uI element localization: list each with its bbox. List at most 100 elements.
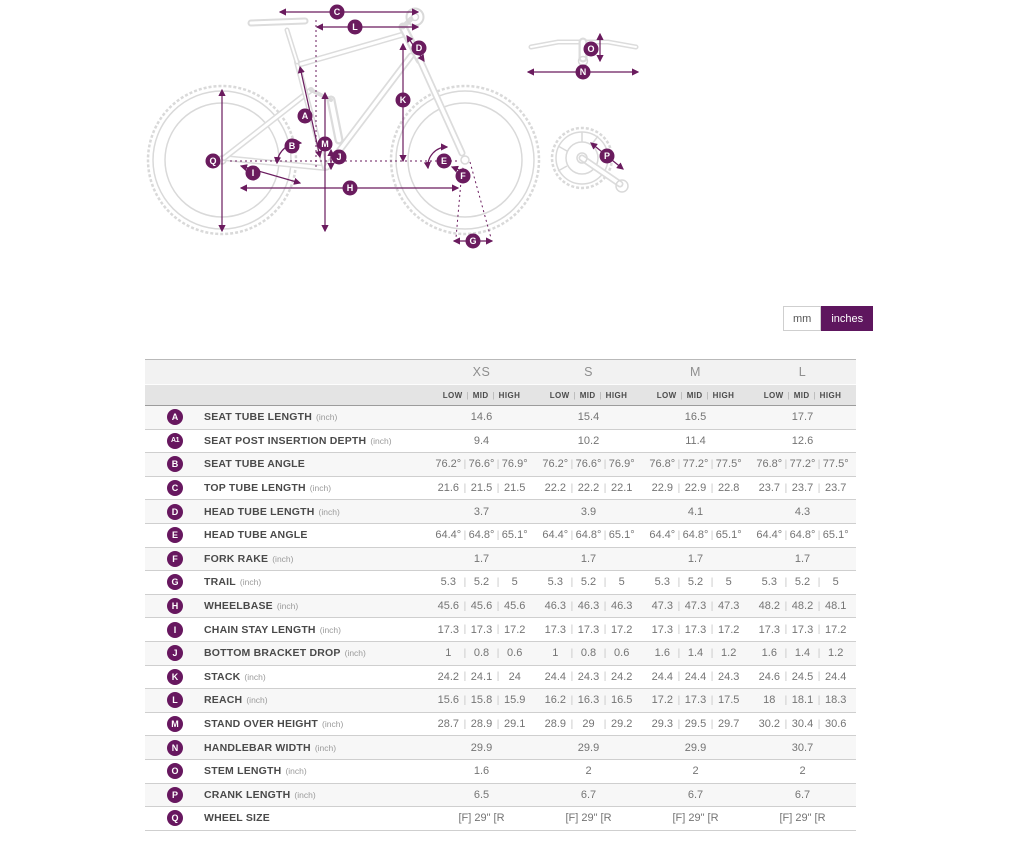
row-unit: (inch) bbox=[244, 671, 266, 682]
value: 64.8° bbox=[789, 529, 816, 542]
value-cell: 17.2 | 17.3 | 17.5 bbox=[642, 689, 749, 712]
table-position-subheader-row: LOW | MID | HIGH LOW | MID | HIGH LOW | MID | HIGH LOW |… bbox=[145, 384, 856, 406]
value-cell: 76.2° | 76.6° | 76.9° bbox=[535, 453, 642, 476]
value: 22.9 bbox=[651, 482, 673, 495]
value: 29.9 bbox=[470, 741, 493, 754]
separator: | bbox=[677, 600, 681, 612]
diagram-badge-p: P bbox=[599, 148, 615, 164]
value: 5.2 bbox=[687, 576, 704, 589]
value-cell: 2 bbox=[642, 760, 749, 783]
value: 76.9° bbox=[501, 458, 528, 471]
value: 16.5 bbox=[610, 694, 633, 707]
value: 5.2 bbox=[473, 576, 490, 589]
table-row-g: G TRAIL (inch) 5.3 | 5.2 | 5 5.3 | 5.2 | 5 5.3 | 5.2 | 5 5… bbox=[145, 571, 856, 595]
value-cell: 17.7 bbox=[749, 406, 856, 429]
separator: | bbox=[603, 576, 607, 588]
value-cell: 21.6 | 21.5 | 21.5 bbox=[428, 477, 535, 500]
separator: | bbox=[463, 482, 467, 494]
diagram-badge-d: D bbox=[411, 40, 427, 56]
table-size-header-row: XS S M L bbox=[145, 360, 856, 384]
row-unit: (inch) bbox=[246, 695, 268, 706]
value: 2 bbox=[692, 765, 699, 778]
table-row-f: F FORK RAKE (inch) 1.7 1.7 1.7 1.7 bbox=[145, 547, 856, 572]
separator: | bbox=[463, 647, 467, 659]
value: 28.9 bbox=[470, 718, 493, 731]
value: 64.4° bbox=[435, 529, 462, 542]
row-badge: N bbox=[167, 739, 183, 756]
value-cell: 17.3 | 17.3 | 17.2 bbox=[535, 618, 642, 641]
row-label: CRANK LENGTH bbox=[204, 788, 291, 801]
separator: | bbox=[817, 671, 821, 683]
value-cell: 30.7 bbox=[749, 736, 856, 759]
value-cell: 24.4 | 24.3 | 24.2 bbox=[535, 666, 642, 689]
separator: | bbox=[492, 390, 495, 400]
value: 29.9 bbox=[684, 741, 707, 754]
row-label-cell: A1 SEAT POST INSERTION DEPTH (inch) bbox=[145, 430, 428, 453]
subheader-label: MID bbox=[579, 390, 596, 400]
separator: | bbox=[710, 576, 714, 588]
diagram-badge-o: O bbox=[583, 41, 599, 57]
value: 29.7 bbox=[717, 718, 740, 731]
value-cell: 29.9 bbox=[535, 736, 642, 759]
diagram-badge-m: M bbox=[317, 136, 333, 152]
value-cell: 17.3 | 17.3 | 17.2 bbox=[749, 618, 856, 641]
subheader-label: HIGH bbox=[605, 390, 628, 400]
row-label: STEM LENGTH bbox=[204, 765, 282, 778]
value: 46.3 bbox=[610, 600, 633, 613]
diagram-badge-b: B bbox=[284, 138, 300, 154]
unit-toggle: mm inches bbox=[783, 306, 874, 331]
separator: | bbox=[466, 390, 469, 400]
subheader-label: HIGH bbox=[498, 390, 521, 400]
separator: | bbox=[603, 718, 607, 730]
handlebar-top-view bbox=[528, 37, 639, 67]
row-label: STAND OVER HEIGHT bbox=[204, 718, 319, 731]
row-badge: H bbox=[167, 598, 183, 615]
row-unit: (inch) bbox=[285, 766, 307, 777]
value: 16.3 bbox=[577, 694, 600, 707]
value-cell: 1.6 bbox=[428, 760, 535, 783]
value: 3.9 bbox=[580, 505, 597, 518]
row-label: WHEELBASE bbox=[204, 600, 273, 613]
separator: | bbox=[496, 576, 500, 588]
value-cell: 14.6 bbox=[428, 406, 535, 429]
value: 0.6 bbox=[507, 647, 523, 660]
value: 29.3 bbox=[651, 718, 673, 731]
separator: | bbox=[599, 390, 602, 400]
value: 5 bbox=[725, 576, 732, 589]
value: 5.2 bbox=[580, 576, 597, 589]
size-header-m: M bbox=[690, 365, 701, 379]
table-row-m: M STAND OVER HEIGHT (inch) 28.7 | 28.9 | 29.1 28… bbox=[145, 712, 856, 737]
separator: | bbox=[710, 600, 714, 612]
unit-mm-button[interactable]: mm bbox=[783, 306, 822, 331]
handlebar-grip bbox=[405, 7, 425, 27]
value: 17.3 bbox=[684, 623, 707, 636]
value-cell: 1 | 0.8 | 0.6 bbox=[428, 642, 535, 665]
separator: | bbox=[570, 647, 574, 659]
value: 24.4 bbox=[824, 670, 847, 683]
diagram-badge-h: H bbox=[342, 180, 358, 196]
value: 77.5° bbox=[715, 458, 742, 471]
row-unit: (inch) bbox=[272, 553, 294, 564]
diagram-badge-q: Q bbox=[205, 153, 221, 169]
bike-geometry-diagram: C L D K A B M J Q I H E F G O N P bbox=[0, 0, 1022, 300]
value-cell: 1.7 bbox=[642, 548, 749, 571]
value-cell: 28.9 | 29 | 29.2 bbox=[535, 713, 642, 736]
value-cell: 29.3 | 29.5 | 29.7 bbox=[642, 713, 749, 736]
svg-text:I: I bbox=[252, 168, 255, 178]
svg-text:H: H bbox=[347, 183, 354, 193]
separator: | bbox=[570, 458, 574, 470]
unit-inches-button[interactable]: inches bbox=[821, 306, 874, 331]
row-unit: (inch) bbox=[322, 719, 344, 730]
value: 76.8° bbox=[756, 458, 783, 471]
value: 17.3 bbox=[544, 623, 566, 636]
svg-text:K: K bbox=[400, 95, 407, 105]
value-cell: 18 | 18.1 | 18.3 bbox=[749, 689, 856, 712]
separator: | bbox=[787, 390, 790, 400]
subheader-label: MID bbox=[793, 390, 810, 400]
separator: | bbox=[570, 576, 574, 588]
table-row-d: D HEAD TUBE LENGTH (inch) 3.7 3.9 4.1 4.3 bbox=[145, 500, 856, 524]
separator: | bbox=[710, 718, 714, 730]
value: 77.5° bbox=[822, 458, 849, 471]
row-label: TOP TUBE LENGTH bbox=[204, 482, 306, 495]
svg-text:E: E bbox=[441, 156, 447, 166]
